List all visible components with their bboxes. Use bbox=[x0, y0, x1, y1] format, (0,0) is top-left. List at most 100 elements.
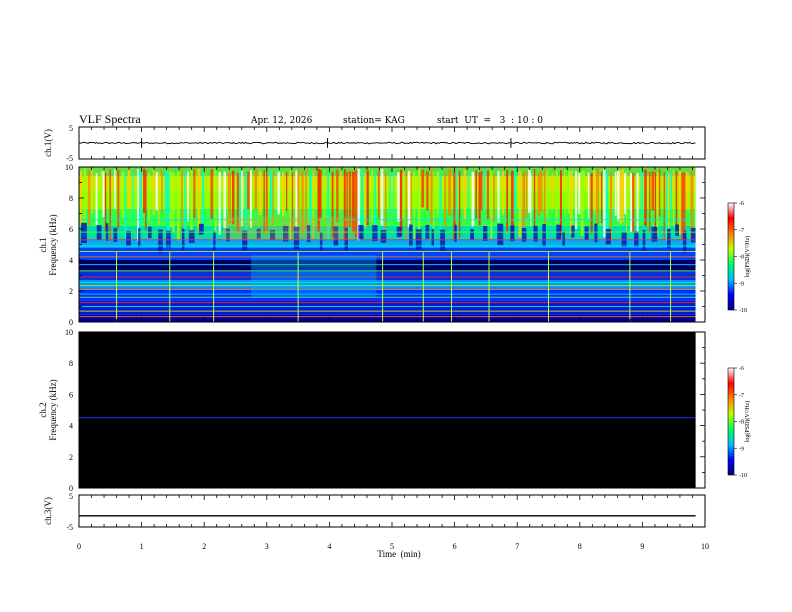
spectrogram-streak bbox=[364, 172, 366, 228]
spectrogram-band bbox=[79, 289, 696, 301]
y-tick-label: 0 bbox=[69, 484, 73, 493]
spectrogram-patch bbox=[251, 255, 377, 298]
spectrogram-streak bbox=[143, 168, 146, 213]
ch1-waveform-line bbox=[78, 141, 696, 145]
spectrogram-streak bbox=[616, 171, 620, 221]
spectrogram-streak bbox=[176, 172, 180, 241]
spectrogram-streak bbox=[681, 172, 685, 240]
spectrogram-streak bbox=[564, 169, 566, 217]
spectrogram-streak bbox=[632, 172, 635, 233]
spectrogram-streak bbox=[323, 169, 326, 218]
spectrogram-streak bbox=[281, 172, 285, 217]
ch2-spectrogram-ylabel-top: ch.2 bbox=[38, 402, 48, 417]
spectrogram-streak bbox=[480, 171, 483, 211]
spectrogram-streak bbox=[506, 169, 509, 232]
spectrogram-dip bbox=[521, 227, 527, 242]
y-tick-label: 4 bbox=[69, 422, 73, 431]
y-tick-label: 2 bbox=[69, 287, 73, 296]
spectrogram-streak bbox=[352, 171, 355, 233]
spectrogram-streak bbox=[95, 173, 98, 225]
spectrogram-streak bbox=[104, 172, 107, 233]
spectrogram-dip bbox=[226, 228, 230, 242]
spectrogram-streak bbox=[560, 170, 562, 236]
spectrogram-streak bbox=[371, 169, 374, 223]
colorbar-label: log(PSD)(V²/Hz) bbox=[744, 401, 751, 442]
spectrogram-streak bbox=[164, 172, 168, 213]
spectrogram-streak bbox=[601, 172, 603, 223]
spectrogram-dip bbox=[81, 222, 87, 244]
spectrogram-streak bbox=[289, 170, 292, 241]
ch2-spectrogram-fill bbox=[79, 332, 696, 488]
spectrogram-streak bbox=[546, 170, 549, 221]
spectrogram-streak bbox=[463, 169, 467, 220]
spectrogram-streak bbox=[621, 169, 625, 222]
spectrogram-streak bbox=[421, 169, 425, 208]
spectrogram-streak bbox=[644, 169, 647, 226]
spectrogram-streak bbox=[413, 170, 416, 239]
spectrogram-streak bbox=[357, 168, 361, 241]
spectrogram-dip bbox=[690, 227, 697, 243]
ch1-ytick-top: 5 bbox=[69, 124, 73, 133]
spectrogram-band bbox=[79, 260, 696, 271]
spectrogram-streak bbox=[319, 170, 322, 219]
spectrogram-dip bbox=[319, 231, 323, 252]
spectrogram-streak bbox=[596, 168, 599, 224]
spectrogram-streak bbox=[124, 171, 127, 239]
spectrogram-streak bbox=[100, 171, 103, 211]
spectrogram-band bbox=[79, 314, 696, 322]
spectrogram-dip bbox=[269, 229, 276, 241]
spectrogram-dip bbox=[166, 230, 171, 248]
spectrogram-dip bbox=[542, 224, 546, 247]
spectrogram-streak bbox=[402, 172, 405, 219]
spectrogram-streak bbox=[109, 169, 112, 242]
spectrogram-dip bbox=[440, 229, 446, 252]
ch1-waveform-trace bbox=[78, 138, 696, 148]
y-tick-label: 6 bbox=[69, 225, 73, 234]
spectrogram-streak bbox=[393, 170, 395, 216]
y-tick-label: 10 bbox=[65, 328, 73, 337]
spectrogram-streak bbox=[238, 169, 241, 222]
spectrogram-streak bbox=[223, 171, 227, 228]
y-tick-label: 8 bbox=[69, 359, 73, 368]
spectrogram-streak bbox=[155, 172, 158, 211]
spectrogram-dip bbox=[562, 231, 566, 246]
spectrogram-streak bbox=[543, 168, 546, 226]
spectrogram-streak bbox=[587, 172, 590, 219]
spectrogram-patch bbox=[222, 216, 355, 240]
spectrogram-dip bbox=[283, 225, 289, 242]
x-tick-label: 0 bbox=[77, 542, 81, 551]
spectrogram-streak bbox=[218, 171, 221, 235]
spectrogram-dip bbox=[454, 224, 457, 242]
spectrogram-streak bbox=[583, 171, 585, 211]
spectrogram-streak bbox=[277, 171, 281, 215]
spectrogram-streak bbox=[551, 172, 554, 211]
spectrogram-streak bbox=[91, 170, 94, 214]
spectrogram-streak bbox=[202, 172, 205, 236]
x-tick-label: 5 bbox=[390, 542, 394, 551]
spectrogram-streak bbox=[497, 171, 500, 223]
spectrogram-dip bbox=[380, 230, 387, 243]
spectrogram-streak bbox=[575, 171, 578, 229]
ch1-spectrogram-ylabel: Frequency (kHz) bbox=[48, 214, 58, 275]
spectrogram-streak bbox=[343, 169, 346, 241]
ch1-waveform-ylabel: ch.1(V) bbox=[43, 129, 53, 157]
spectrogram-streak bbox=[263, 170, 265, 234]
spectrogram-streak bbox=[354, 169, 358, 238]
spectrogram-band bbox=[79, 280, 696, 290]
spectrogram-streak bbox=[436, 171, 440, 218]
spectrogram-streak bbox=[626, 170, 628, 234]
spectrogram-dip bbox=[634, 231, 639, 247]
ch3-waveform-panel: 5 -5 ch.3(V) bbox=[43, 492, 706, 532]
spectrogram-streak bbox=[629, 173, 633, 233]
colorbar-tick-label: -7 bbox=[739, 228, 744, 234]
colorbar-tick-label: -8 bbox=[739, 255, 744, 261]
spectrogram-streak bbox=[158, 171, 160, 225]
spectrogram-streak bbox=[522, 171, 526, 228]
spectrogram-streak bbox=[102, 171, 105, 218]
spectrogram-dip bbox=[293, 226, 300, 250]
spectrogram-streak bbox=[228, 171, 231, 224]
spectrogram-streak bbox=[389, 173, 391, 213]
ch2-spectrogram-ylabel: Frequency (kHz) bbox=[48, 379, 58, 440]
spectrogram-streak bbox=[244, 172, 248, 240]
